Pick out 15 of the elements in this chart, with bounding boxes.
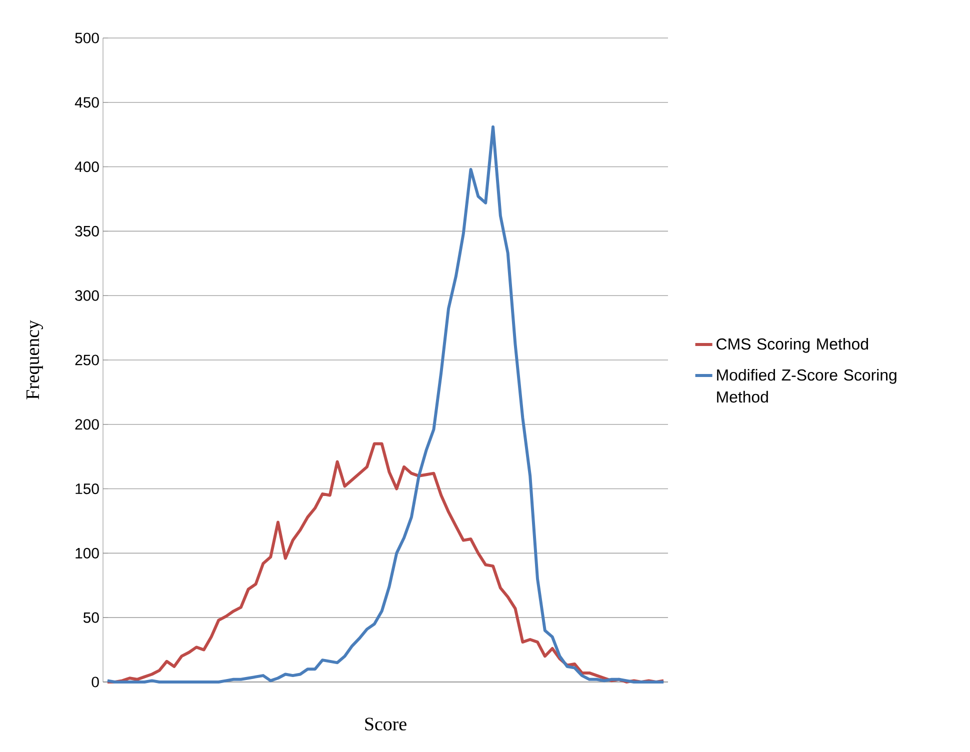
y-tick-label: 100: [76, 548, 99, 558]
legend-label: CMS Scoring Method: [716, 338, 868, 353]
y-tick-label: 500: [75, 32, 99, 44]
legend-label: Modified Z-Score Scoring Method: [717, 368, 896, 403]
y-tick-label: 400: [74, 161, 99, 172]
x-axis-title: Score: [365, 718, 406, 730]
y-tick-label: 0: [92, 676, 99, 688]
y-tick-label: 450: [74, 97, 99, 108]
y-tick-label: 350: [75, 226, 99, 236]
y-axis-title: Frequency: [26, 320, 43, 400]
y-tick-label: 200: [75, 419, 99, 430]
y-tick-label: 250: [75, 354, 99, 366]
y-tick-label: 300: [75, 290, 99, 301]
y-tick-label: 150: [76, 483, 99, 494]
y-tick-label: 50: [83, 612, 99, 623]
